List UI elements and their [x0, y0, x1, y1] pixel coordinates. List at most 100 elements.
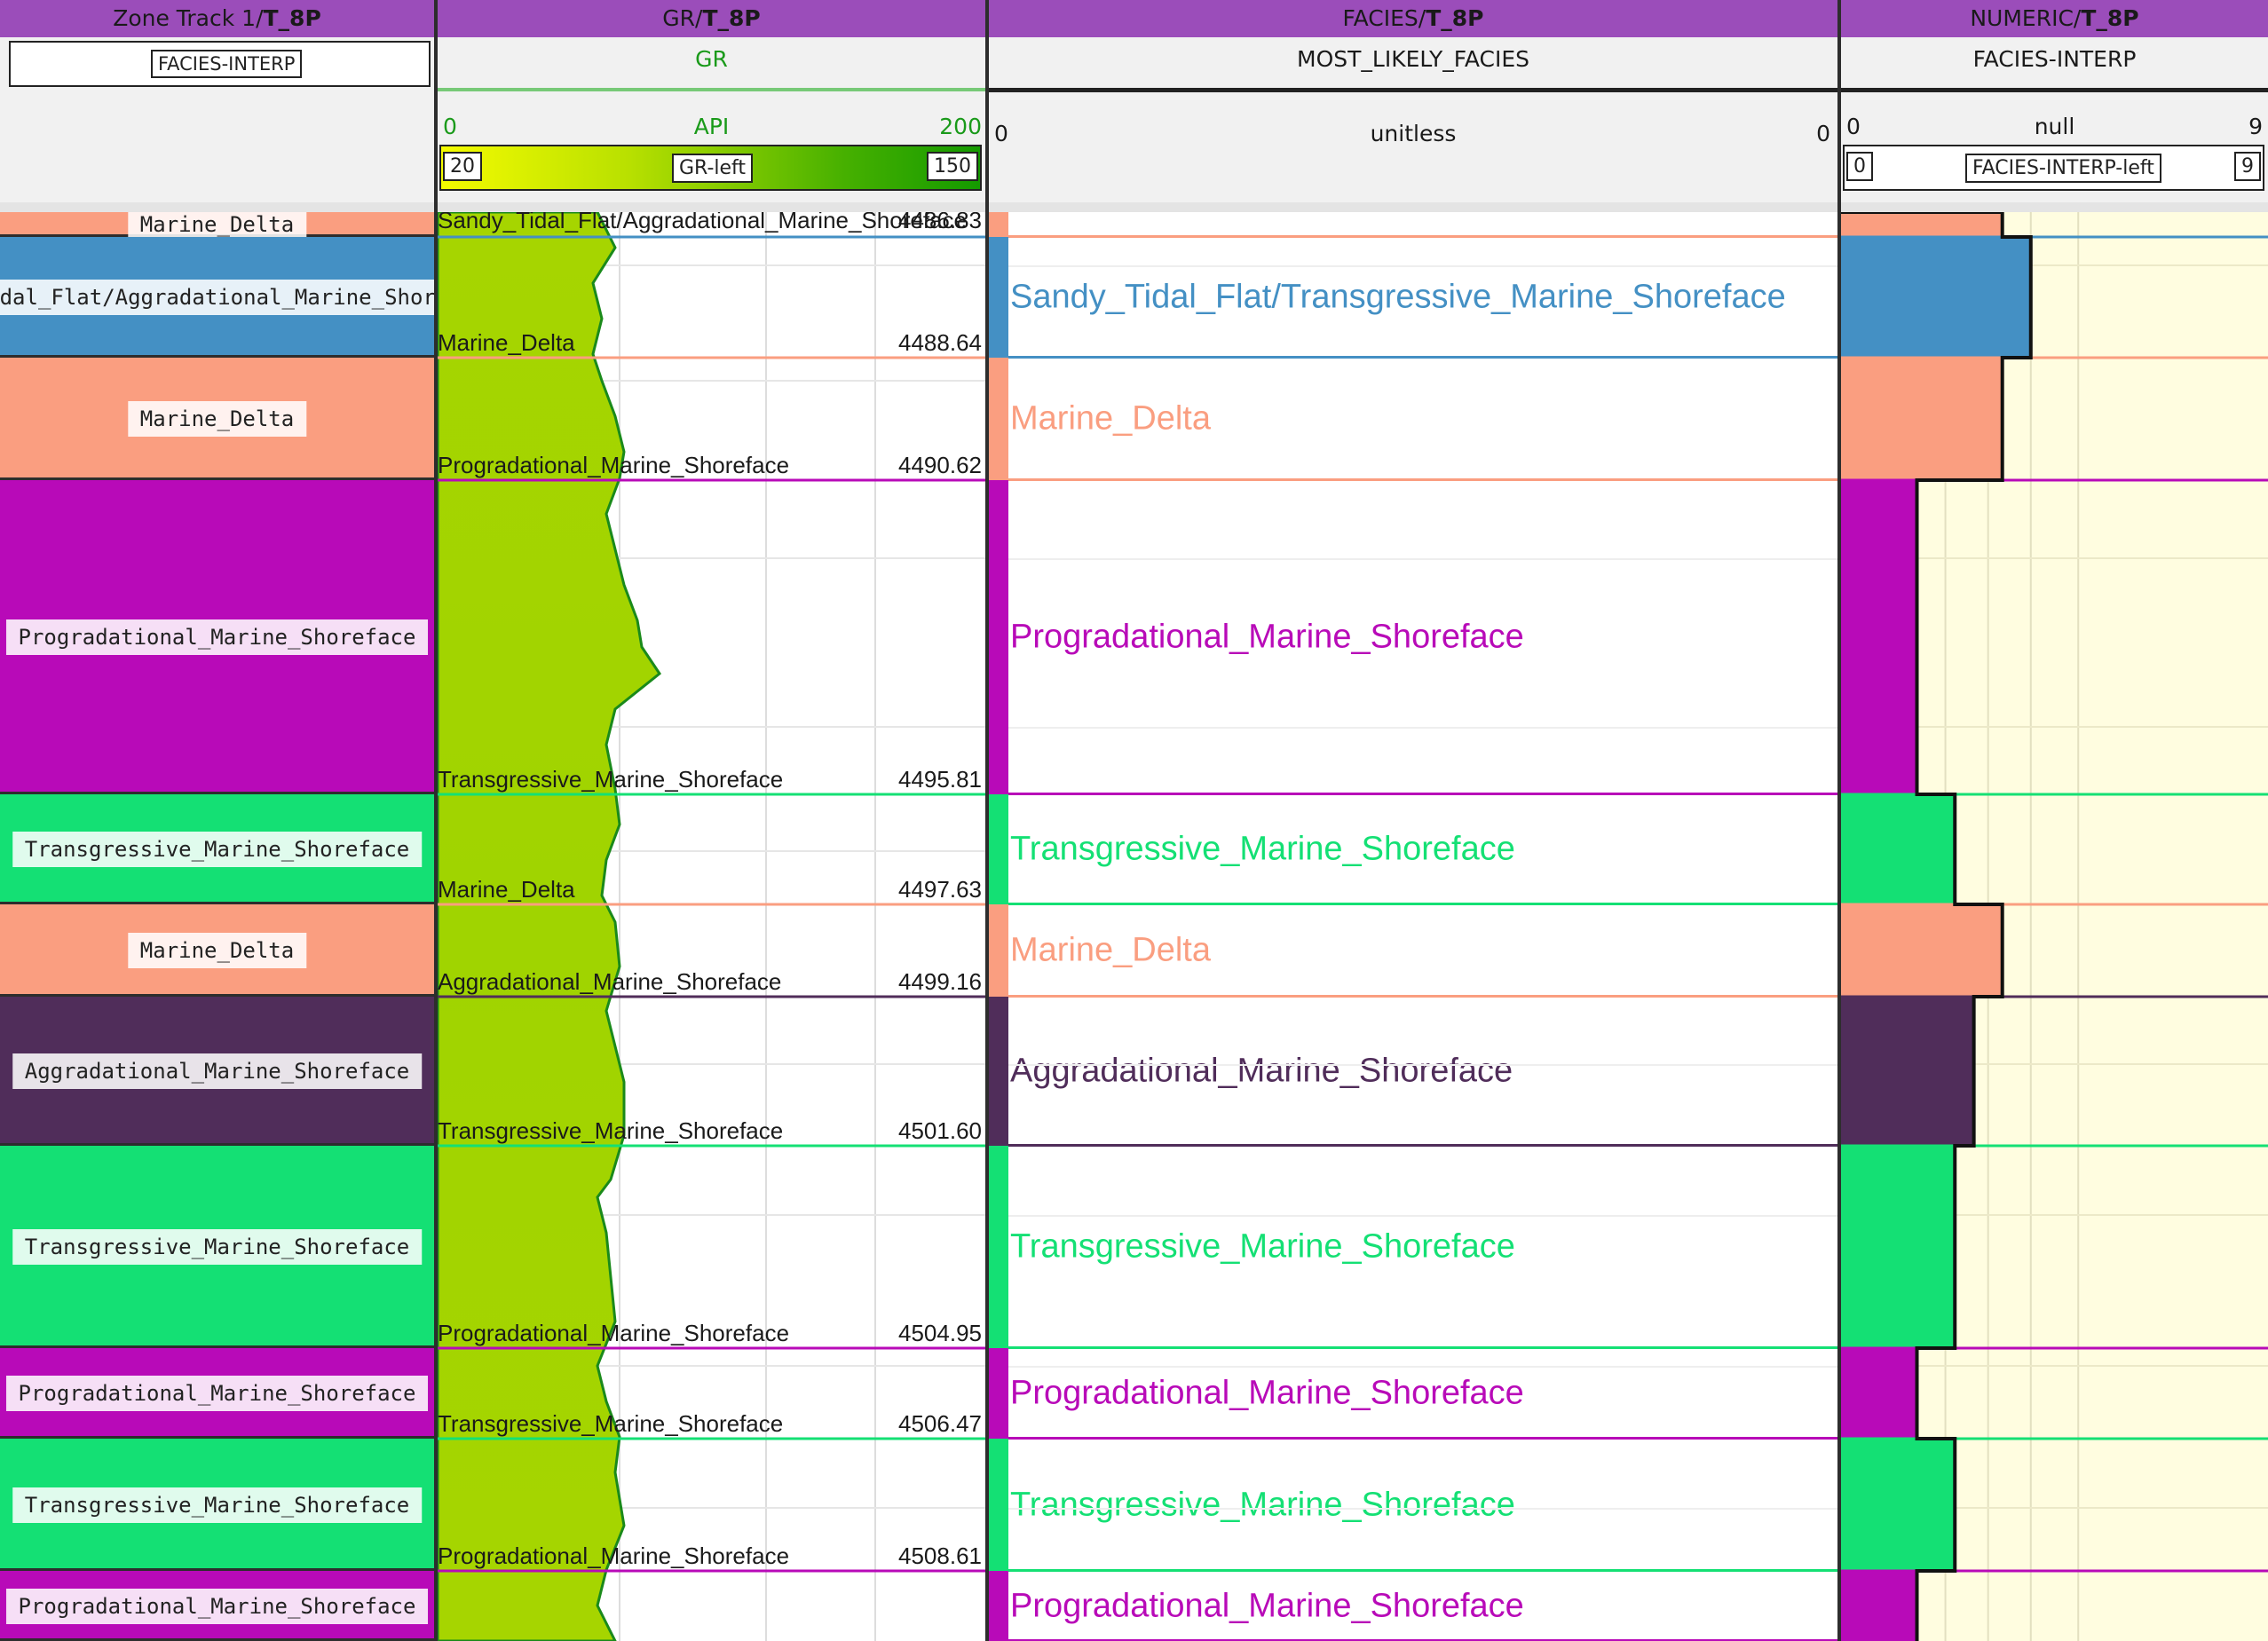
facies-gridline [1008, 727, 1837, 729]
facies-interval[interactable] [989, 212, 1837, 238]
numeric-fill-block[interactable] [1841, 358, 2003, 480]
numeric-curve-plot[interactable] [1841, 212, 2268, 1641]
gr-top-label: Marine_Delta [438, 329, 575, 356]
numeric-fill-block[interactable] [1841, 1348, 1917, 1439]
zone-label: Marine_Delta [127, 933, 307, 968]
gr-track: GR/T_8P GR 0 API 200 20 GR-left 150 Sand… [438, 0, 985, 1641]
facies-color-bar [989, 212, 1008, 237]
zone-band[interactable]: Marine_Delta [0, 358, 434, 480]
facies-boundary-line [989, 995, 1837, 998]
facies-track-body: Sandy_Tidal_Flat/Transgressive_Marine_Sh… [989, 212, 1837, 1641]
numeric-scale-unit: null [2034, 114, 2075, 139]
gr-top-depth: 4490.62 [898, 452, 982, 478]
numeric-fill-block[interactable] [1841, 212, 2003, 237]
zone-label: Transgressive_Marine_Shoreface [12, 1487, 423, 1523]
zone-band[interactable]: Marine_Delta [0, 904, 434, 997]
facies-track-header-panel: MOST_LIKELY_FACIES 0 unitless 0 [989, 37, 1837, 212]
numeric-fill-block[interactable] [1841, 794, 1956, 904]
facies-interval[interactable]: Progradational_Marine_Shoreface [989, 1348, 1837, 1440]
gr-fill-label[interactable]: GR-left [672, 154, 754, 183]
numeric-fill-right-value[interactable]: 9 [2234, 152, 2261, 181]
facies-label: Marine_Delta [1010, 399, 1211, 438]
gr-fill-left-value[interactable]: 20 [443, 152, 482, 181]
facies-gridline [1008, 265, 1837, 267]
numeric-fill-block[interactable] [1841, 1571, 1917, 1641]
gr-top-depth: 4497.63 [898, 876, 982, 903]
gr-curve-name[interactable]: GR [695, 46, 728, 72]
numeric-fill-left-value[interactable]: 0 [1846, 152, 1873, 181]
zone-label: Transgressive_Marine_Shoreface [12, 1229, 423, 1265]
zone-track-title: Zone Track 1/ [113, 5, 264, 31]
facies-boundary-line [989, 1437, 1837, 1440]
facies-interval[interactable]: Marine_Delta [989, 358, 1837, 481]
numeric-fill-block[interactable] [1841, 904, 2003, 997]
gr-top-depth: 4504.95 [898, 1320, 982, 1346]
zone-label: Progradational_Marine_Shoreface [5, 1588, 429, 1624]
facies-color-bar [989, 904, 1008, 997]
numeric-fill-block[interactable] [1841, 1439, 1956, 1571]
facies-label: Marine_Delta [1010, 931, 1211, 969]
facies-boundary-line [989, 1569, 1837, 1572]
facies-gridline [1008, 1215, 1837, 1217]
zone-band[interactable]: Transgressive_Marine_Shoreface [0, 1146, 434, 1348]
gr-fill-bar[interactable]: 20 GR-left 150 [439, 145, 982, 191]
zone-track-body: Marine_Delta Sandy_Tidal_Flat/Aggradation… [0, 212, 434, 1641]
zone-track-header-panel: FACIES-INTERP [0, 37, 434, 212]
facies-color-bar [989, 358, 1008, 480]
numeric-fill-block[interactable] [1841, 1146, 1956, 1348]
gr-top-label: Transgressive_Marine_Shoreface [438, 766, 784, 793]
track-separator [434, 0, 438, 1641]
gr-track-body: Sandy_Tidal_Flat/Aggradational_Marine_Sh… [438, 212, 985, 1641]
numeric-curve-name[interactable]: FACIES-INTERP [1972, 46, 2137, 72]
numeric-step-curve[interactable] [1841, 212, 2033, 1641]
numeric-track: NUMERIC/T_8P FACIES-INTERP 0 null 9 0 FA… [1841, 0, 2268, 1641]
facies-scale-unit: unitless [1370, 121, 1457, 146]
numeric-track-header[interactable]: NUMERIC/T_8P [1841, 0, 2268, 37]
gr-top-label: Transgressive_Marine_Shoreface [438, 1410, 784, 1437]
facies-interval[interactable]: Progradational_Marine_Shoreface [989, 480, 1837, 795]
numeric-fill-label[interactable]: FACIES-INTERP-left [1965, 154, 2161, 183]
zone-band[interactable]: Transgressive_Marine_Shoreface [0, 1439, 434, 1571]
numeric-fill-block[interactable] [1841, 480, 1917, 794]
facies-interval[interactable]: Marine_Delta [989, 904, 1837, 998]
gr-curve-fill[interactable] [438, 212, 662, 1641]
zone-band[interactable]: Marine_Delta [0, 212, 434, 242]
gr-track-header-panel: GR 0 API 200 20 GR-left 150 [438, 37, 985, 212]
numeric-fill-bar[interactable]: 0 FACIES-INTERP-left 9 [1843, 145, 2264, 191]
facies-track-header[interactable]: FACIES/T_8P [989, 0, 1837, 37]
facies-color-bar [989, 794, 1008, 904]
facies-interval[interactable]: Transgressive_Marine_Shoreface [989, 1439, 1837, 1572]
facies-label: Transgressive_Marine_Shoreface [1010, 1227, 1515, 1266]
numeric-track-header-panel: FACIES-INTERP 0 null 9 0 FACIES-INTERP-l… [1841, 37, 2268, 212]
gr-track-header[interactable]: GR/T_8P [438, 0, 985, 37]
gr-curve-plot[interactable] [438, 212, 985, 1641]
facies-color-bar [989, 1146, 1008, 1348]
facies-interval[interactable]: Aggradational_Marine_Shoreface [989, 997, 1837, 1147]
zone-band[interactable]: Transgressive_Marine_Shoreface [0, 794, 434, 904]
zone-band[interactable]: Aggradational_Marine_Shoreface [0, 997, 434, 1146]
facies-label: Aggradational_Marine_Shoreface [1010, 1052, 1513, 1090]
zone-track-well: T_8P [263, 5, 321, 31]
gr-fill-right-value[interactable]: 150 [927, 152, 978, 181]
facies-interval[interactable]: Progradational_Marine_Shoreface [989, 1571, 1837, 1641]
numeric-fill-block[interactable] [1841, 237, 2031, 358]
facies-interval[interactable]: Sandy_Tidal_Flat/Transgressive_Marine_Sh… [989, 237, 1837, 359]
zone-label: Progradational_Marine_Shoreface [5, 619, 429, 655]
zone-track-header[interactable]: Zone Track 1/T_8P [0, 0, 434, 37]
facies-gridline [1008, 1064, 1837, 1066]
facies-color-bar [989, 480, 1008, 794]
facies-label: Progradational_Marine_Shoreface [1010, 618, 1524, 656]
numeric-fill-block[interactable] [1841, 997, 1974, 1146]
zone-band[interactable]: Progradational_Marine_Shoreface [0, 480, 434, 794]
zone-track-badge[interactable]: FACIES-INTERP [151, 50, 303, 78]
facies-curve-name[interactable]: MOST_LIKELY_FACIES [1297, 46, 1529, 72]
zone-band[interactable]: Sandy_Tidal_Flat/Aggradational_Marine_Sh… [0, 237, 434, 358]
facies-boundary-line [989, 478, 1837, 481]
facies-boundary-line [989, 1144, 1837, 1147]
facies-interval[interactable]: Transgressive_Marine_Shoreface [989, 794, 1837, 905]
zone-band[interactable]: Progradational_Marine_Shoreface [0, 1348, 434, 1439]
gr-scale-max: 200 [939, 114, 982, 139]
zone-band[interactable]: Progradational_Marine_Shoreface [0, 1571, 434, 1641]
zone-label: Transgressive_Marine_Shoreface [12, 832, 423, 867]
facies-interval[interactable]: Transgressive_Marine_Shoreface [989, 1146, 1837, 1349]
